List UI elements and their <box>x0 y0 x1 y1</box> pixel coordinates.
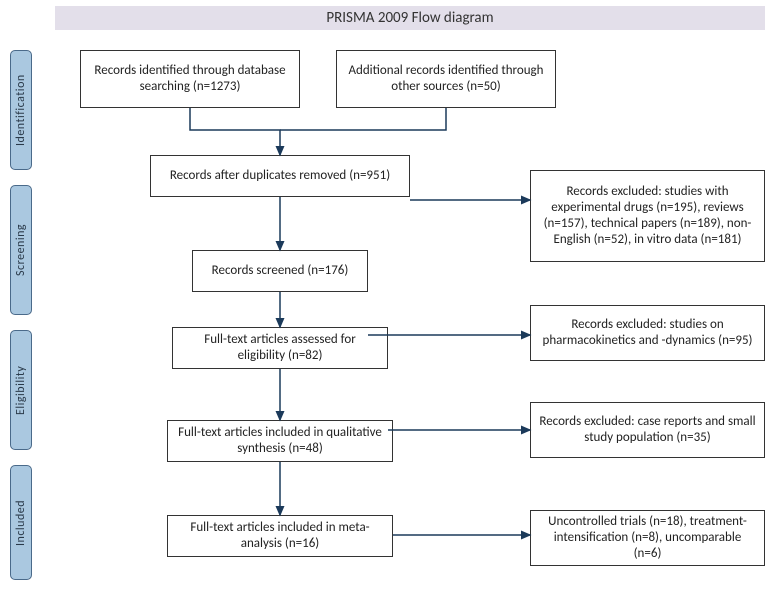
box-screened: Records screened (n=176) <box>192 250 368 292</box>
box-excl1: Records excluded: studies with experimen… <box>530 170 765 262</box>
box-db-search: Records identified through database sear… <box>80 50 300 108</box>
box-meta: Full-text articles included in meta-anal… <box>167 515 393 557</box>
box-excl3: Records excluded: case reports and small… <box>530 402 765 458</box>
box-excl2: Records excluded: studies on pharmacokin… <box>530 305 765 361</box>
box-after-dup: Records after duplicates removed (n=951) <box>150 155 410 197</box>
box-other-src: Additional records identified through ot… <box>336 50 556 108</box>
stage-screening: Screening <box>10 185 32 315</box>
box-ft-assessed: Full-text articles assessed for eligibil… <box>172 327 388 369</box>
stage-included: Included <box>10 465 32 580</box>
box-qual-synth: Full-text articles included in qualitati… <box>167 420 393 462</box>
box-excl4: Uncontrolled trials (n=18), treatment-in… <box>530 510 765 566</box>
stage-identification: Identification <box>10 50 32 170</box>
diagram-title: PRISMA 2009 Flow diagram <box>55 6 765 30</box>
stage-eligibility: Eligibility <box>10 330 32 450</box>
